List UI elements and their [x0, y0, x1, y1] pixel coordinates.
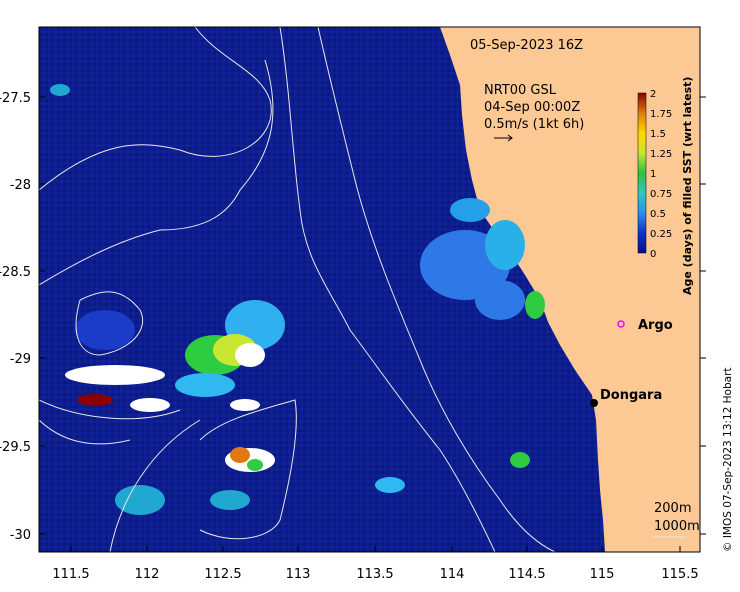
x-tick-label: 114.5 — [508, 567, 545, 582]
contour-label-1000m: 1000m — [654, 519, 700, 534]
contour-label-200m: 200m — [654, 501, 691, 516]
x-tick-label: 115.5 — [661, 567, 698, 582]
colorbar-tick-label: 0.5 — [650, 209, 666, 220]
y-tick-label: -27.5 — [0, 91, 31, 106]
y-tick-label: -29 — [10, 352, 31, 367]
y-tick-label: -29.5 — [0, 440, 31, 455]
x-tick-label: 111.5 — [52, 567, 89, 582]
argo-marker — [617, 320, 625, 328]
bathymetry-contours — [39, 27, 556, 552]
colorbar-tick-label: 1.25 — [650, 149, 672, 160]
y-tick-label: -30 — [10, 528, 31, 543]
datetime-label: 05-Sep-2023 16Z — [470, 38, 583, 53]
sst-patches — [50, 84, 545, 515]
colorbar: 2 1.75 1.5 1.25 1 0.75 0.5 0.25 0 Age (days) of … — [637, 77, 694, 295]
copyright: © IMOS 07-Sep-2023 13:12 Hobart — [722, 368, 734, 553]
colorbar-tick-label: 0.75 — [650, 189, 672, 200]
x-tick-label: 112 — [135, 567, 160, 582]
argo-label: Argo — [638, 318, 673, 333]
current-legend-line2: 04-Sep 00:00Z — [484, 100, 580, 115]
current-legend-line1: NRT00 GSL — [484, 83, 557, 98]
dongara-label: Dongara — [600, 388, 662, 403]
y-tick-label: -28.5 — [0, 265, 31, 280]
current-legend-line3: 0.5m/s (1kt 6h) — [484, 117, 584, 132]
x-tick-label: 114 — [440, 567, 465, 582]
colorbar-title: Age (days) of filled SST (wrt latest) — [681, 77, 694, 295]
current-scale-arrow — [494, 134, 513, 142]
colorbar-tick-label: 0.25 — [650, 229, 672, 240]
x-tick-label: 115 — [590, 567, 615, 582]
colorbar-tick-label: 1 — [650, 169, 656, 180]
colorbar-tick-label: 2 — [650, 89, 656, 100]
x-tick-label: 112.5 — [204, 567, 241, 582]
colorbar-tick-label: 0 — [650, 249, 656, 260]
x-tick-label: 113 — [286, 567, 311, 582]
x-tick-label: 113.5 — [356, 567, 393, 582]
y-axis: -27.5 -28 -28.5 -29 -29.5 -30 — [0, 91, 706, 543]
colorbar-tick-label: 1.5 — [650, 129, 666, 140]
x-axis: 111.5 112 112.5 113 113.5 114 114.5 115 115.5 — [52, 546, 699, 582]
dongara-marker — [590, 399, 598, 407]
y-tick-label: -28 — [10, 178, 31, 193]
map-border — [38, 26, 701, 553]
land-area — [440, 27, 700, 552]
colorbar-gradient — [637, 92, 647, 254]
colorbar-tick-label: 1.75 — [650, 109, 672, 120]
